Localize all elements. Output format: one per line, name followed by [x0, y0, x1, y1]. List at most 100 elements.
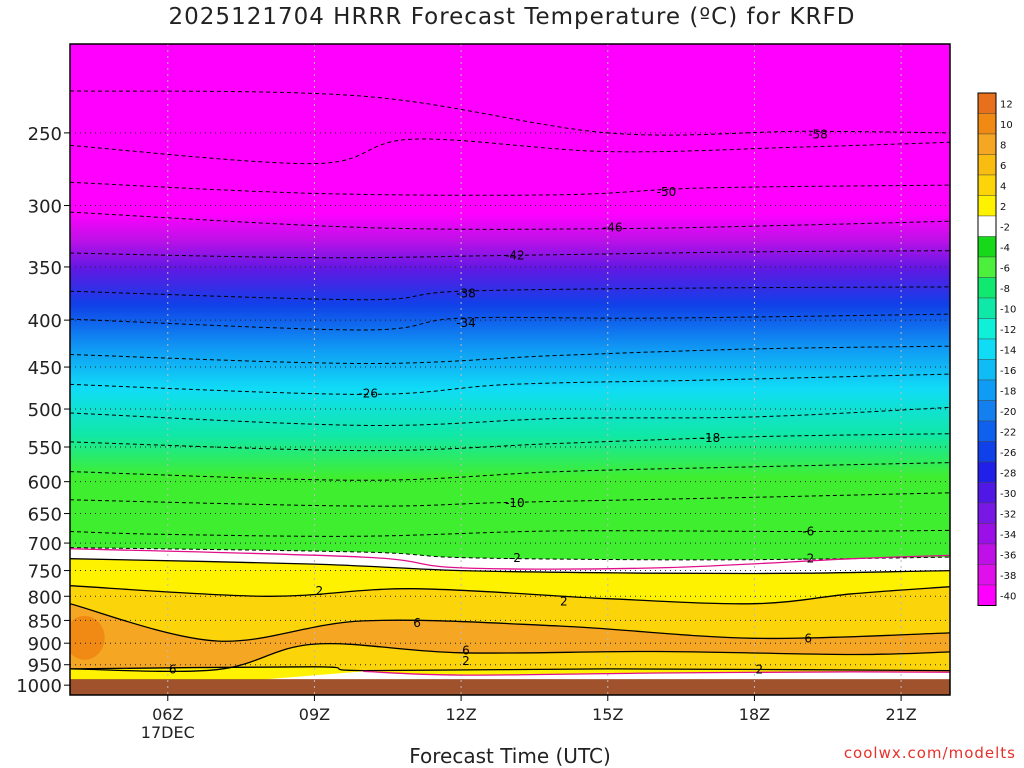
- contour-label: -38: [456, 286, 476, 300]
- colorbar-swatch: [977, 502, 997, 524]
- y-tick-label: 550: [28, 438, 62, 459]
- isotherm-contours: [70, 90, 950, 676]
- y-tick-label: 400: [28, 311, 62, 332]
- colorbar-swatch: [977, 174, 997, 196]
- colorbar-label: 2: [1000, 202, 1006, 213]
- colorbar-label: -32: [1000, 509, 1016, 520]
- isotherm-contour: [70, 643, 950, 673]
- contour-labels: -58-50-46-42-38-34-26-18-10-6-2 -22266662…: [169, 127, 828, 676]
- colorbar-swatch: [977, 584, 997, 606]
- contour-label: -46: [603, 220, 623, 234]
- colorbar-label: 10: [1000, 120, 1013, 131]
- colorbar-swatch: [977, 482, 997, 504]
- colorbar-label: -2: [1000, 222, 1010, 233]
- colorbar-label: 4: [1000, 181, 1006, 192]
- contour-label: -2: [509, 551, 521, 565]
- contour-label: 6: [804, 632, 812, 646]
- chart-title: 2025121704 HRRR Forecast Temperature (ºC…: [168, 4, 856, 30]
- isotherm-contour: [70, 250, 950, 259]
- colorbar-legend: 12 10 8 6 4 2 -2 -4 -6 -8 -10 -12 -14 -16 -18 -20 -22 -26…: [977, 92, 1016, 606]
- contour-label: -6: [802, 525, 814, 539]
- contour-label: -18: [701, 431, 721, 445]
- isotherm-contour: [70, 286, 950, 301]
- colorbar-label: -34: [1000, 530, 1016, 541]
- colorbar-swatch: [977, 379, 997, 401]
- y-tick-label: 500: [28, 400, 62, 421]
- contour-label: -58: [808, 127, 828, 141]
- x-tick-sublabel: 17DEC: [141, 723, 195, 740]
- colorbar-label: -36: [1000, 550, 1016, 561]
- colorbar-frame: [977, 92, 997, 606]
- y-axis: 2503003504004505005506006507007508008509…: [16, 124, 70, 697]
- colorbar-swatch: [977, 215, 997, 237]
- isotherm-contour: [70, 181, 950, 196]
- isotherm-contour: [70, 90, 950, 136]
- colorbar-label: -40: [1000, 591, 1016, 602]
- colorbar-label: -16: [1000, 366, 1016, 377]
- colorbar-label: 8: [1000, 140, 1006, 151]
- colorbar-swatch: [977, 154, 997, 176]
- contour-label: 2: [316, 584, 324, 598]
- plot-frame: [69, 43, 951, 696]
- colorbar-swatch: [977, 359, 997, 381]
- colorbar-label: -18: [1000, 386, 1016, 397]
- x-tick-label: 18Z: [739, 705, 770, 724]
- contour-label: 6: [413, 616, 421, 630]
- time-height-chart: -58-50-46-42-38-34-26-18-10-6-2 -22266662…: [16, 43, 1016, 740]
- contour-label: -42: [505, 248, 525, 262]
- x-tick-label: 15Z: [592, 705, 623, 724]
- x-axis-label: Forecast Time (UTC): [409, 744, 611, 768]
- contour-label: 2: [756, 663, 764, 677]
- contour-label: 6: [169, 663, 177, 677]
- y-tick-label: 900: [28, 634, 62, 655]
- isotherm-contour: [70, 313, 950, 331]
- x-tick-label: 21Z: [885, 705, 916, 724]
- ground-fill: [70, 679, 950, 695]
- isotherm-contour: [70, 406, 950, 426]
- colorbar-label: -10: [1000, 304, 1016, 315]
- colorbar-label: -30: [1000, 489, 1016, 500]
- colorbar-swatch: [977, 297, 997, 319]
- y-tick-label: 1000: [16, 676, 62, 697]
- isotherm-contour: [70, 462, 950, 481]
- colorbar-label: -22: [1000, 427, 1016, 438]
- temperature-fill-layers: [70, 547, 950, 695]
- colorbar-label: -28: [1000, 468, 1016, 479]
- colorbar-label: -14: [1000, 345, 1016, 356]
- colorbar-swatch: [977, 92, 997, 114]
- y-tick-label: 750: [28, 562, 62, 583]
- y-tick-label: 450: [28, 358, 62, 379]
- colorbar-label: 12: [1000, 99, 1013, 110]
- contour-label: -50: [657, 185, 677, 199]
- colorbar-swatch: [977, 441, 997, 463]
- fill-warm-pocket: [70, 615, 105, 660]
- y-tick-label: 600: [28, 473, 62, 494]
- colorbar-label: -8: [1000, 284, 1010, 295]
- colorbar-swatch: [977, 564, 997, 586]
- x-tick-label: 09Z: [299, 705, 330, 724]
- contour-label: -26: [358, 387, 378, 401]
- credit-link[interactable]: coolwx.com/modelts: [843, 744, 1016, 762]
- colorbar-label: 6: [1000, 161, 1006, 172]
- colorbar-swatch: [977, 318, 997, 340]
- colorbar-swatch: [977, 523, 997, 545]
- contour-label: -2: [802, 552, 814, 566]
- colorbar-swatch: [977, 338, 997, 360]
- y-tick-label: 650: [28, 505, 62, 526]
- colorbar-label: -26: [1000, 448, 1016, 459]
- isotherm-contour: [363, 670, 950, 676]
- isotherm-contour: [70, 548, 950, 570]
- colorbar-swatch: [977, 133, 997, 155]
- y-tick-label: 800: [28, 587, 62, 608]
- colorbar-swatch: [977, 256, 997, 278]
- colorbar-swatch: [977, 195, 997, 217]
- colorbar-swatch: [977, 543, 997, 565]
- isotherm-contour: [70, 585, 950, 605]
- colorbar-label: -12: [1000, 325, 1016, 336]
- grid-lines: [70, 44, 950, 695]
- colorbar-label: -4: [1000, 243, 1010, 254]
- isotherm-contour: [70, 558, 950, 575]
- colorbar-swatch: [977, 400, 997, 422]
- isotherm-contour: [70, 529, 950, 537]
- contour-label: 2: [560, 595, 568, 609]
